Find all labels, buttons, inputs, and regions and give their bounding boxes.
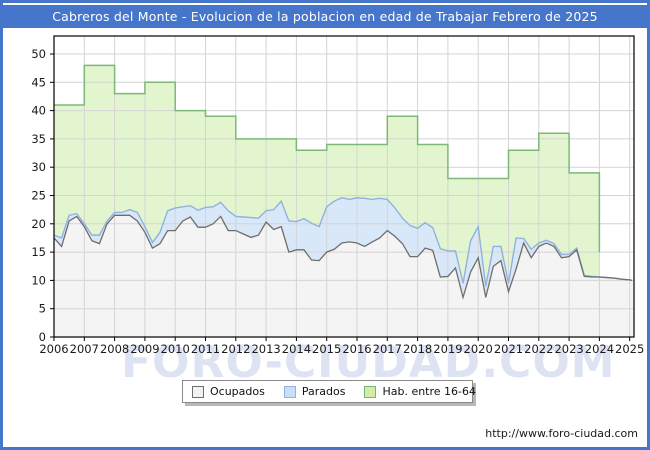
y-axis-label: 35 bbox=[31, 132, 46, 146]
parados-swatch-icon bbox=[283, 385, 296, 398]
hab-16-64-swatch-icon bbox=[364, 385, 377, 398]
y-axis-label: 20 bbox=[31, 217, 46, 231]
ocupados-area bbox=[54, 215, 634, 337]
x-axis-label: 2007 bbox=[70, 342, 99, 356]
x-axis-label: 2012 bbox=[221, 342, 250, 356]
x-axis-label: 2006 bbox=[39, 342, 68, 356]
y-axis-label: 5 bbox=[39, 302, 46, 316]
x-axis-label: 2025 bbox=[615, 342, 644, 356]
x-axis-label: 2013 bbox=[251, 342, 280, 356]
hab-16-64-line bbox=[54, 64, 601, 253]
y-axis-label: 50 bbox=[31, 47, 46, 61]
x-axis-label: 2010 bbox=[161, 342, 190, 356]
legend-label-parados: Parados bbox=[301, 385, 346, 398]
x-axis-label: 2011 bbox=[191, 342, 220, 356]
watermark-text: FORO-CIUDAD.COM bbox=[121, 337, 616, 388]
x-axis-label: 2018 bbox=[403, 342, 432, 356]
x-axis-label: 2021 bbox=[494, 342, 523, 356]
y-axis-label: 25 bbox=[31, 189, 46, 203]
x-axis-label: 2023 bbox=[554, 342, 583, 356]
x-axis-label: 2014 bbox=[282, 342, 311, 356]
y-axis-label: 45 bbox=[31, 75, 46, 89]
x-axis-label: 2022 bbox=[524, 342, 553, 356]
y-axis-label: 10 bbox=[31, 273, 46, 287]
x-axis-label: 2020 bbox=[464, 342, 493, 356]
chart-title-bar: Cabreros del Monte - Evolucion de la pob… bbox=[3, 5, 647, 28]
x-axis-label: 2019 bbox=[433, 342, 462, 356]
chart-title: Cabreros del Monte - Evolucion de la pob… bbox=[52, 9, 598, 24]
x-axis-label: 2015 bbox=[312, 342, 341, 356]
legend-label-hab-16-64: Hab. entre 16-64 bbox=[382, 385, 477, 398]
y-axis-label: 40 bbox=[31, 104, 46, 118]
x-axis-label: 2008 bbox=[100, 342, 129, 356]
x-axis-label: 2016 bbox=[342, 342, 371, 356]
y-axis-label: 30 bbox=[31, 160, 46, 174]
ocupados-line bbox=[53, 214, 633, 300]
x-axis-label: 2024 bbox=[585, 342, 614, 356]
y-axis-label: 15 bbox=[31, 245, 46, 259]
chart-legend: Ocupados Parados Hab. entre 16-64 bbox=[182, 380, 477, 403]
parados-line bbox=[53, 197, 633, 287]
x-axis-label: 2009 bbox=[130, 342, 159, 356]
ocupados-swatch-icon bbox=[192, 385, 204, 398]
y-axis-label: 0 bbox=[39, 330, 46, 344]
x-axis-label: 2017 bbox=[373, 342, 402, 356]
foro-ciudad-url-link[interactable]: http://www.foro-ciudad.com bbox=[485, 427, 638, 440]
legend-label-ocupados: Ocupados bbox=[210, 385, 265, 398]
plot-border bbox=[53, 35, 635, 338]
